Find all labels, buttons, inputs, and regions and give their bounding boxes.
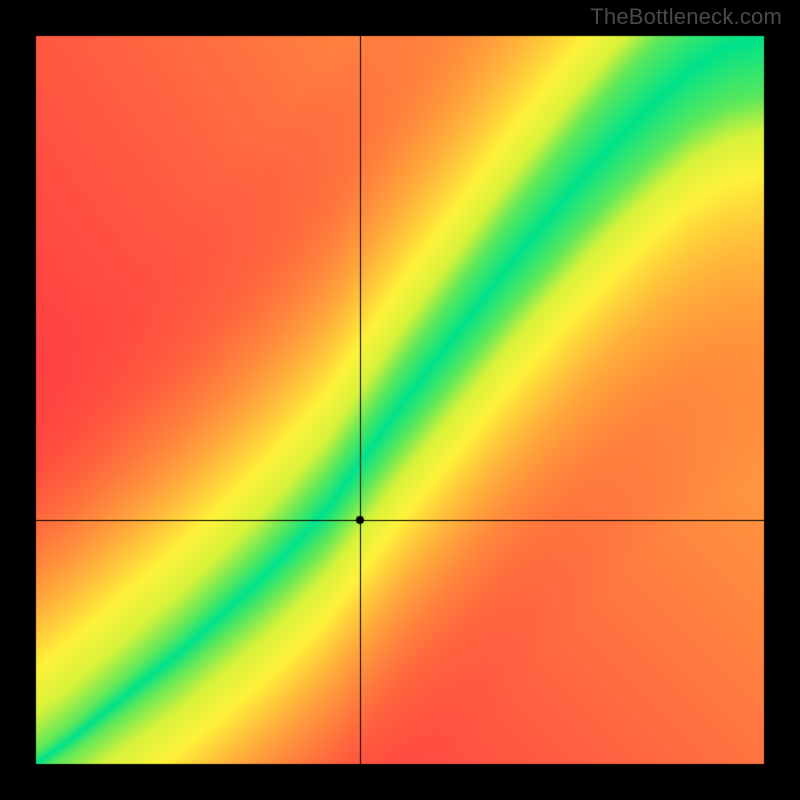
bottleneck-heatmap-canvas (0, 0, 800, 800)
watermark-text: TheBottleneck.com (590, 4, 782, 30)
chart-container: TheBottleneck.com (0, 0, 800, 800)
